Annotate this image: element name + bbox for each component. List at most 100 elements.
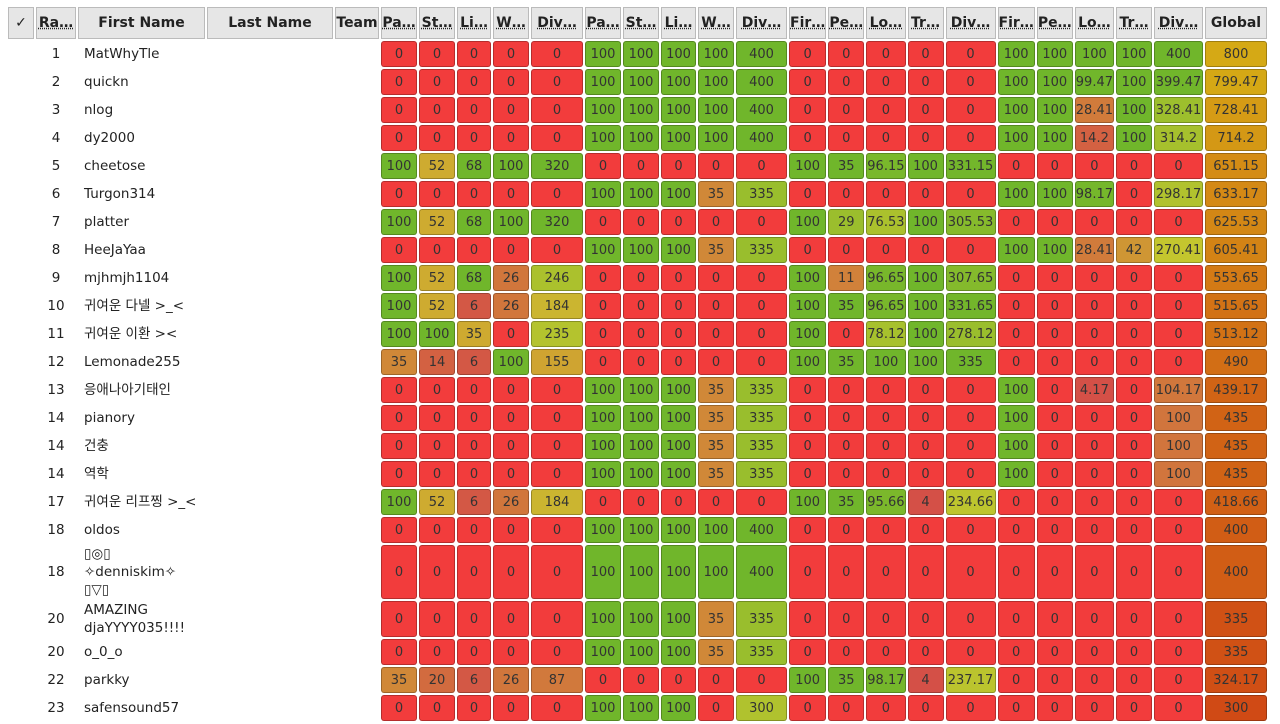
score-cell: 400 <box>1154 41 1203 67</box>
score-cell: 0 <box>457 377 491 403</box>
checkbox-cell[interactable] <box>8 69 34 95</box>
score-cell: 100 <box>698 69 734 95</box>
score-cell: 0 <box>531 125 583 151</box>
player-row: 14 건충 0 0 0 0 0 100 100 100 35 335 0 0 0 0 0 100 0 0 0 100 435 <box>8 433 1267 459</box>
score-cell: 100 <box>997 377 1035 403</box>
column-header[interactable]: St… <box>419 7 455 39</box>
score-cell: 0 <box>789 639 827 665</box>
column-header[interactable]: Last Name <box>207 7 333 39</box>
column-header[interactable]: Fir… <box>789 7 827 39</box>
score-cell: 52 <box>419 489 455 515</box>
column-header[interactable]: Ra… <box>36 7 76 39</box>
column-header[interactable]: W… <box>493 7 529 39</box>
column-header[interactable]: Pa… <box>381 7 417 39</box>
column-header-label: First Name <box>98 15 185 31</box>
rank: 14 <box>47 410 65 426</box>
checkbox-cell[interactable] <box>8 601 34 637</box>
column-header[interactable]: Lo… <box>1074 7 1114 39</box>
player-row: 12 Lemonade255 35 14 6 100 155 0 0 0 0 0 100 35 100 100… <box>8 349 1267 375</box>
score-cell: 0 <box>1036 601 1073 637</box>
global-score: 435 <box>1205 461 1267 487</box>
checkbox-cell[interactable] <box>8 321 34 347</box>
score-cell: 0 <box>698 321 734 347</box>
player-row: 18 ▯◎▯ ✧denniskim✧ ▯▽▯ 0 0 0 0 0 100 100 100 100 40… <box>8 545 1267 599</box>
checkbox-cell[interactable] <box>8 695 34 721</box>
checkbox-cell[interactable] <box>8 639 34 665</box>
column-header[interactable]: Team <box>335 7 379 39</box>
score-cell: 0 <box>997 153 1035 179</box>
score-cell: 0 <box>381 125 417 151</box>
column-header[interactable]: Pe… <box>828 7 865 39</box>
checkbox-cell[interactable] <box>8 41 34 67</box>
column-header[interactable]: Div… <box>531 7 583 39</box>
score-cell: 100 <box>661 125 696 151</box>
column-header[interactable]: Div… <box>1154 7 1203 39</box>
score-cell: 328.41 <box>1154 97 1203 123</box>
player-row: 23 safensound57 0 0 0 0 0 100 100 100 0 300 0 0 0 0 0 0 0 0… <box>8 695 1267 721</box>
checkbox-cell[interactable] <box>8 667 34 693</box>
checkbox-cell[interactable] <box>8 489 34 515</box>
first-name: AMAZING djaYYYY035!!!! <box>84 602 185 636</box>
first-name: o_0_o <box>84 644 123 660</box>
score-cell: 76.53 <box>866 209 906 235</box>
score-cell: 100 <box>381 321 417 347</box>
column-header[interactable]: Div… <box>736 7 787 39</box>
column-header[interactable]: Pe… <box>1036 7 1073 39</box>
checkbox-cell[interactable] <box>8 153 34 179</box>
first-name: nlog <box>84 102 114 118</box>
checkbox-cell[interactable] <box>8 377 34 403</box>
checkbox-cell[interactable] <box>8 405 34 431</box>
score-cell: 0 <box>945 517 996 543</box>
checkbox-cell[interactable] <box>8 545 34 599</box>
column-header-label: Global <box>1210 15 1262 31</box>
column-header[interactable]: Li… <box>457 7 491 39</box>
checkbox-cell[interactable] <box>8 265 34 291</box>
column-header[interactable]: Li… <box>661 7 696 39</box>
score-cell: 0 <box>419 181 455 207</box>
score-cell: 0 <box>1074 209 1114 235</box>
score-cell: 0 <box>997 489 1035 515</box>
score-cell: 0 <box>457 461 491 487</box>
column-header[interactable]: St… <box>623 7 659 39</box>
score-cell: 0 <box>866 125 906 151</box>
last-name <box>207 237 333 263</box>
column-header[interactable]: Tr… <box>907 7 944 39</box>
checkbox-cell[interactable] <box>8 237 34 263</box>
column-header[interactable]: Pa… <box>585 7 621 39</box>
rank: 17 <box>47 494 65 510</box>
column-header[interactable]: Global <box>1205 7 1267 39</box>
last-name <box>207 601 333 637</box>
checkbox-cell[interactable] <box>8 517 34 543</box>
score-cell: 100 <box>997 181 1035 207</box>
score-cell: 100 <box>997 41 1035 67</box>
checkbox-cell[interactable] <box>8 97 34 123</box>
score-cell: 11 <box>828 265 865 291</box>
column-header[interactable]: W… <box>698 7 734 39</box>
score-cell: 0 <box>997 667 1035 693</box>
column-header[interactable]: ✓ <box>8 7 34 39</box>
score-cell: 35 <box>828 489 865 515</box>
column-header[interactable]: Div… <box>945 7 996 39</box>
column-header[interactable]: Tr… <box>1116 7 1152 39</box>
column-header[interactable]: Fir… <box>997 7 1035 39</box>
checkbox-cell[interactable] <box>8 433 34 459</box>
score-cell: 0 <box>789 41 827 67</box>
checkbox-cell[interactable] <box>8 209 34 235</box>
score-cell: 100 <box>381 293 417 319</box>
score-cell: 6 <box>457 489 491 515</box>
score-cell: 0 <box>493 695 529 721</box>
checkbox-cell[interactable] <box>8 349 34 375</box>
checkbox-cell[interactable] <box>8 181 34 207</box>
score-cell: 0 <box>1074 321 1114 347</box>
column-header-label: Pe… <box>829 15 864 31</box>
score-cell: 0 <box>419 237 455 263</box>
global-score: 400 <box>1205 545 1267 599</box>
checkbox-cell[interactable] <box>8 461 34 487</box>
score-cell: 100 <box>789 321 827 347</box>
checkbox-cell[interactable] <box>8 125 34 151</box>
checkbox-cell[interactable] <box>8 293 34 319</box>
score-cell: 0 <box>736 489 787 515</box>
score-cell: 100 <box>623 181 659 207</box>
column-header[interactable]: First Name <box>78 7 205 39</box>
column-header[interactable]: Lo… <box>866 7 906 39</box>
